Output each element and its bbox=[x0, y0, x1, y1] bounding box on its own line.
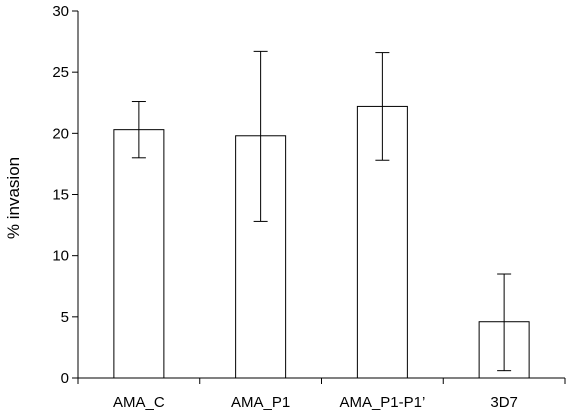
bar bbox=[113, 129, 165, 379]
y-tick-label: 15 bbox=[52, 187, 69, 204]
plot-area: 0 5 10 15 20 25 30 AMA_C AMA_P1 AMA_P1-P1’ 3D7 bbox=[52, 3, 566, 411]
y-tick-label: 30 bbox=[52, 3, 69, 20]
y-tick-label: 5 bbox=[61, 309, 69, 326]
x-category-label: AMA_C bbox=[113, 394, 165, 411]
y-tick-label: 25 bbox=[52, 64, 69, 81]
y-axis-title: % invasion bbox=[4, 157, 23, 239]
x-category-label: AMA_P1-P1’ bbox=[339, 394, 425, 411]
x-category-label: AMA_P1 bbox=[231, 394, 290, 411]
y-tick-label: 10 bbox=[52, 248, 69, 265]
x-category-label: 3D7 bbox=[490, 394, 518, 411]
y-tick-label: 20 bbox=[52, 125, 69, 142]
y-tick-label: 0 bbox=[61, 370, 69, 387]
